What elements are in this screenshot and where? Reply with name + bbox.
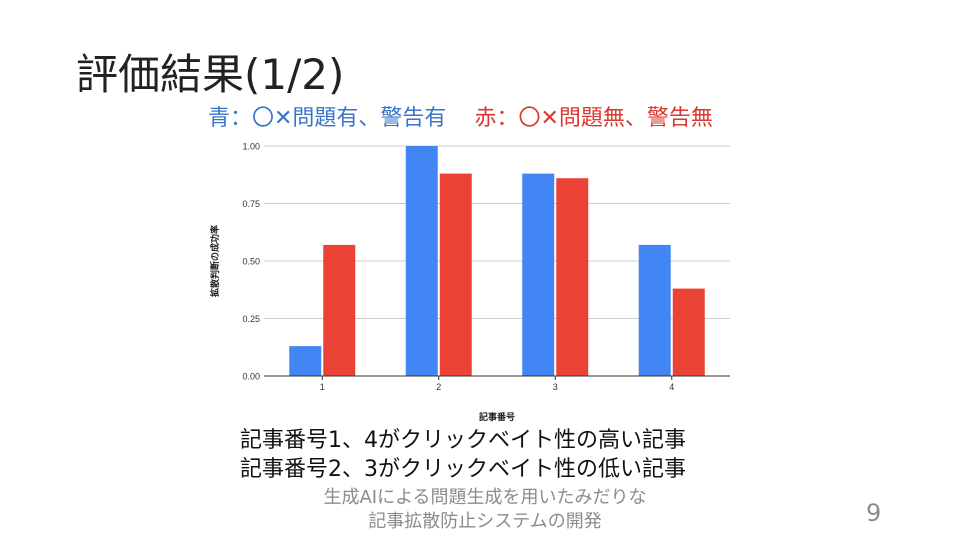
x-tick-label: 1: [320, 382, 325, 392]
x-tick-label: 3: [553, 382, 558, 392]
bar-series-1-cat-4: [638, 244, 671, 376]
x-tick-label: 2: [436, 382, 441, 392]
bar-series-2-cat-2: [439, 173, 472, 376]
bar-series-2-cat-3: [556, 178, 589, 376]
y-tick-label: 0.75: [242, 199, 260, 209]
bar-series-2-cat-1: [323, 244, 356, 376]
y-tick-label: 0.50: [242, 257, 260, 267]
bars: [289, 146, 705, 376]
bar-series-1-cat-1: [289, 346, 322, 376]
legend-caption: 青：〇✕問題有、警告有 赤：〇✕問題無、警告無: [208, 104, 713, 134]
bar-series-1-cat-3: [522, 173, 555, 376]
axes: 0.00 0.25 0.50 0.75 1.00 1 2 3 4: [242, 142, 730, 392]
bar-series-1-cat-2: [405, 146, 438, 376]
x-tick-label: 4: [669, 382, 674, 392]
bar-chart: 0.00 0.25 0.50 0.75 1.00 1 2 3 4 記事番号 拡散判断の成功率: [200, 134, 740, 430]
footer-line-1: 生成AIによる問題生成を用いたみだりな: [323, 487, 647, 508]
y-tick-label: 1.00: [242, 142, 260, 152]
summary-line-2: 記事番号2、3がクリックベイト性の低い記事: [240, 457, 686, 482]
bar-chart-svg: 0.00 0.25 0.50 0.75 1.00 1 2 3 4 記事番号 拡散判断の成功率: [209, 142, 730, 423]
y-tick-label: 0.25: [242, 314, 260, 324]
footer-line-2: 記事拡散防止システムの開発: [368, 511, 602, 532]
summary-text: 記事番号1、4がクリックベイト性の高い記事 記事番号2、3がクリックベイト性の低…: [240, 426, 686, 484]
legend-blue-text: 青：〇✕問題有、警告有: [208, 106, 447, 131]
summary-line-1: 記事番号1、4がクリックベイト性の高い記事: [240, 428, 686, 453]
bar-series-2-cat-4: [672, 288, 705, 376]
y-tick-label: 0.00: [242, 372, 260, 382]
legend-red-text: 赤：〇✕問題無、警告無: [474, 106, 713, 131]
page-number: 9: [866, 499, 882, 527]
x-axis-title: 記事番号: [479, 411, 515, 423]
slide-title: 評価結果(1/2): [76, 50, 345, 99]
y-axis-title: 拡散判断の成功率: [209, 225, 221, 297]
footer-text: 生成AIによる問題生成を用いたみだりな 記事拡散防止システムの開発: [292, 486, 678, 534]
